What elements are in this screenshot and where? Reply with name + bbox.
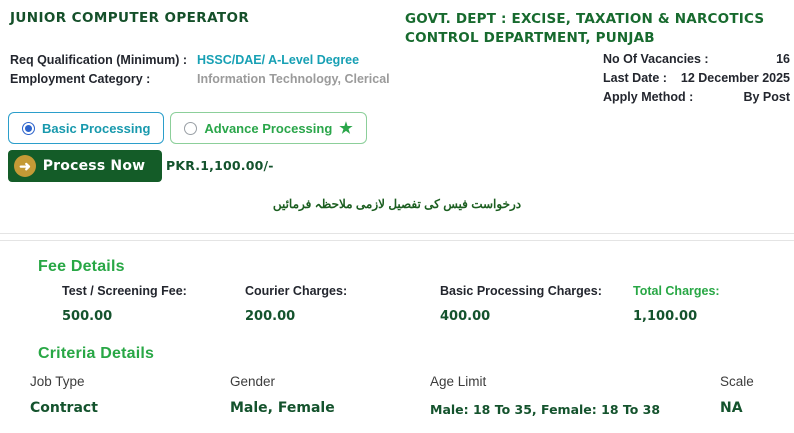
- qualification-label: Req Qualification (Minimum) :: [10, 53, 188, 67]
- apply-method-label: Apply Method :: [603, 90, 694, 104]
- criteria-item-gender: Gender Male, Female: [230, 374, 335, 416]
- arrow-circle-icon: ➜: [14, 155, 36, 177]
- fee-value: 200.00: [245, 309, 296, 324]
- processing-fee-amount: PKR.1,100.00/-: [166, 158, 274, 173]
- radio-selected-icon[interactable]: [22, 121, 35, 135]
- criteria-value: NA: [720, 400, 743, 416]
- category-value: Information Technology, Clerical: [197, 72, 390, 86]
- fee-label: Total Charges:: [633, 284, 720, 298]
- radio-unselected-icon[interactable]: [184, 121, 198, 135]
- fee-item-test-screening: Test / Screening Fee: 500.00: [62, 284, 187, 324]
- processing-options: Basic Processing Advance Processing ★: [8, 112, 367, 144]
- criteria-item-scale: Scale NA: [720, 374, 754, 416]
- fee-value: 500.00: [62, 309, 113, 324]
- criteria-label: Job Type: [30, 374, 85, 389]
- criteria-value: Male: 18 To 35, Female: 18 To 38: [430, 402, 661, 417]
- category-row: Employment Category : Information Technol…: [10, 72, 390, 91]
- department-title: GOVT. DEPT : EXCISE, TAXATION & NARCOTIC…: [405, 11, 765, 46]
- criteria-label: Scale: [720, 374, 754, 389]
- fee-item-basic-processing: Basic Processing Charges: 400.00: [440, 284, 602, 324]
- divider-line: [0, 233, 794, 234]
- vacancies-row: No Of Vacancies : 16: [603, 52, 790, 71]
- process-now-button[interactable]: ➜ Process Now: [8, 150, 162, 182]
- apply-method-value: By Post: [743, 90, 790, 104]
- criteria-label: Age Limit: [430, 374, 487, 389]
- urdu-fee-note: درخواست فیس کی تفصیل لازمی ملاحظہ فرمائی…: [272, 197, 522, 211]
- advance-processing-option[interactable]: Advance Processing ★: [170, 112, 367, 144]
- vacancies-value: 16: [776, 52, 790, 66]
- criteria-value: Contract: [30, 400, 98, 416]
- job-title: JUNIOR COMPUTER OPERATOR: [10, 10, 250, 26]
- criteria-value: Male, Female: [230, 400, 335, 416]
- criteria-details-heading: Criteria Details: [38, 345, 155, 362]
- divider-line: [0, 240, 794, 241]
- last-date-row: Last Date : 12 December 2025: [603, 71, 790, 90]
- star-icon: ★: [339, 119, 353, 137]
- fee-label: Test / Screening Fee:: [62, 284, 187, 298]
- qualification-value: HSSC/DAE/ A-Level Degree: [197, 53, 360, 67]
- basic-processing-label: Basic Processing: [42, 120, 151, 136]
- criteria-item-job-type: Job Type Contract: [30, 374, 98, 416]
- qualification-row: Req Qualification (Minimum) : HSSC/DAE/ A…: [10, 53, 390, 72]
- fee-value: 1,100.00: [633, 309, 698, 324]
- apply-method-row: Apply Method : By Post: [603, 90, 790, 109]
- fee-item-courier: Courier Charges: 200.00: [245, 284, 347, 324]
- category-label: Employment Category :: [10, 72, 151, 86]
- vacancies-label: No Of Vacancies :: [603, 52, 709, 66]
- criteria-label: Gender: [230, 374, 276, 389]
- process-now-label: Process Now: [42, 158, 146, 174]
- job-info-left: Req Qualification (Minimum) : HSSC/DAE/ A…: [10, 53, 390, 91]
- last-date-value: 12 December 2025: [680, 71, 790, 85]
- job-info-right: No Of Vacancies : 16 Last Date : 12 Dece…: [603, 52, 790, 109]
- fee-label: Basic Processing Charges:: [440, 284, 602, 298]
- basic-processing-option[interactable]: Basic Processing: [8, 112, 165, 144]
- fee-value: 400.00: [440, 309, 491, 324]
- fee-label: Courier Charges:: [245, 284, 348, 298]
- advance-processing-label: Advance Processing: [204, 120, 333, 136]
- fee-item-total: Total Charges: 1,100.00: [633, 284, 720, 324]
- last-date-label: Last Date :: [603, 71, 667, 85]
- criteria-item-age-limit: Age Limit Male: 18 To 35, Female: 18 To …: [430, 374, 660, 417]
- fee-details-heading: Fee Details: [38, 258, 125, 275]
